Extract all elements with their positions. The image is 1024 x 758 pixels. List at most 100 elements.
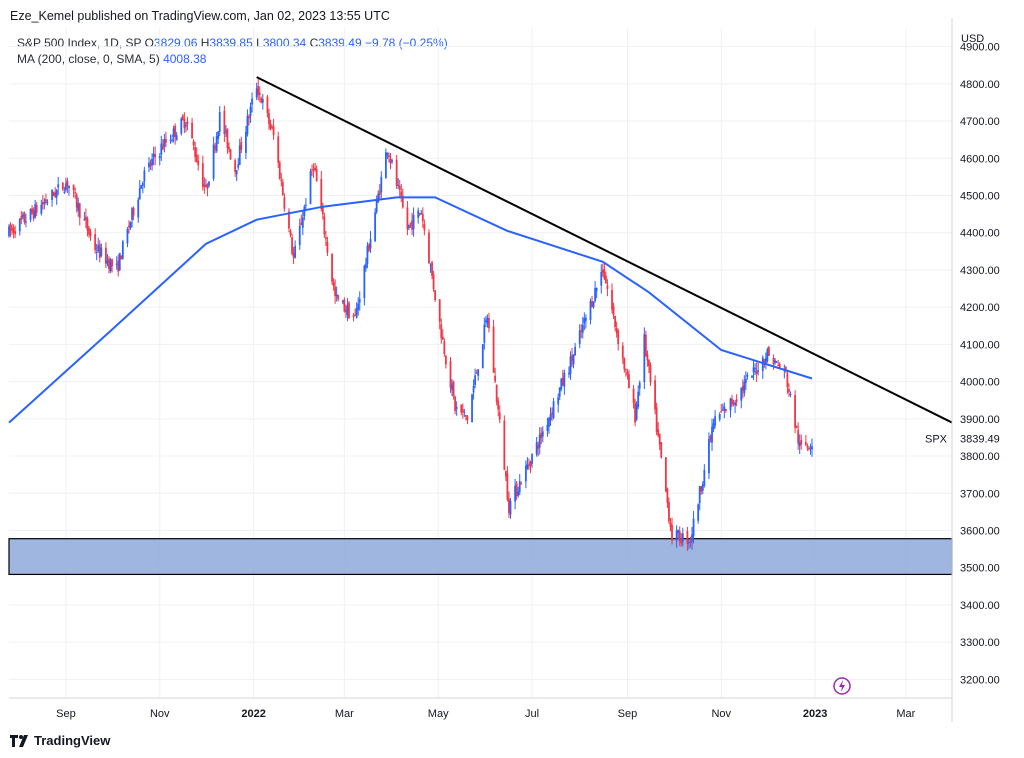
y-tick-label: 4900.00 xyxy=(960,42,1000,54)
candle-body xyxy=(504,471,507,477)
candle-body xyxy=(624,369,627,371)
candle xyxy=(268,108,270,130)
candle xyxy=(686,526,689,551)
candle xyxy=(584,314,587,329)
candle xyxy=(461,403,464,419)
candle xyxy=(21,211,24,220)
publish-info: Eze_Kemel published on TradingView.com, … xyxy=(10,9,390,23)
candle xyxy=(185,122,187,133)
x-tick-label: May xyxy=(428,708,449,720)
candle-body xyxy=(572,354,575,365)
candle xyxy=(751,375,753,378)
candle-body xyxy=(343,299,346,312)
candle-body xyxy=(594,287,597,301)
candle xyxy=(120,255,123,260)
candle xyxy=(63,186,66,194)
x-tick-label: 2022 xyxy=(241,708,265,720)
candle-body xyxy=(648,359,650,367)
candle-body xyxy=(377,193,380,203)
candle xyxy=(754,363,756,376)
candle xyxy=(440,318,443,344)
candle xyxy=(9,222,12,238)
candle xyxy=(712,418,715,433)
candle-body xyxy=(724,408,727,412)
candle xyxy=(138,179,141,200)
candle-body xyxy=(657,429,660,436)
candle xyxy=(225,125,227,138)
candle xyxy=(528,458,530,471)
candle-body xyxy=(721,409,724,411)
candle xyxy=(226,128,229,154)
x-tick-label: Mar xyxy=(335,708,354,720)
candle xyxy=(161,138,164,151)
candle-body xyxy=(531,454,533,464)
candle-body xyxy=(472,386,475,393)
candle xyxy=(617,328,620,351)
candle xyxy=(420,209,423,215)
candle-body xyxy=(375,199,378,213)
candle xyxy=(508,491,510,518)
candle-body xyxy=(281,181,284,195)
candle xyxy=(775,360,778,363)
candle xyxy=(811,438,813,457)
candle xyxy=(45,193,47,205)
candle-body xyxy=(158,155,161,159)
candle-body xyxy=(538,434,541,448)
candle xyxy=(272,118,275,140)
candle-body xyxy=(378,191,381,195)
candle xyxy=(603,262,606,281)
candle xyxy=(271,124,273,130)
candle xyxy=(569,351,572,380)
candle xyxy=(434,289,437,302)
candle-body xyxy=(441,336,444,340)
candle-body xyxy=(804,442,807,445)
candle-body xyxy=(809,447,812,449)
candle xyxy=(303,204,306,221)
candle xyxy=(368,243,370,253)
candle-body xyxy=(481,344,484,369)
candle xyxy=(428,229,430,264)
candle-body xyxy=(438,299,441,322)
candle-body xyxy=(266,96,269,113)
candle-body xyxy=(277,136,280,163)
candle xyxy=(172,125,175,143)
y-tick-label: 3400.00 xyxy=(960,600,1000,612)
candle xyxy=(141,181,144,194)
candle xyxy=(395,154,398,190)
candle xyxy=(195,147,198,163)
candle-body xyxy=(129,221,132,228)
candle-body xyxy=(601,269,604,273)
candle xyxy=(654,375,657,415)
candle-body xyxy=(444,356,447,365)
candle xyxy=(278,160,281,180)
candle-body xyxy=(331,253,333,282)
candle xyxy=(418,212,421,217)
x-tick-label: Sep xyxy=(618,708,638,720)
candle xyxy=(506,466,509,502)
candle-body xyxy=(432,274,435,290)
candle xyxy=(309,168,312,205)
candle-body xyxy=(161,145,164,150)
candle-body xyxy=(175,135,178,141)
candle xyxy=(701,481,704,495)
candle-body xyxy=(443,341,446,355)
candle xyxy=(675,525,678,548)
candle xyxy=(658,433,661,451)
candle-body xyxy=(97,245,100,252)
candle-body xyxy=(551,412,553,415)
candle-body xyxy=(614,315,617,328)
candle xyxy=(578,324,581,349)
y-tick-label: 3500.00 xyxy=(960,563,1000,575)
candle-body xyxy=(109,260,112,272)
candle xyxy=(20,210,23,225)
x-tick-label: Jul xyxy=(525,708,539,720)
candle xyxy=(95,243,98,261)
candle xyxy=(429,263,432,273)
candle xyxy=(721,403,724,411)
candle xyxy=(43,198,46,210)
candle xyxy=(635,401,638,422)
candle xyxy=(321,202,324,220)
candle-body xyxy=(143,170,146,182)
candle-body xyxy=(466,416,469,421)
